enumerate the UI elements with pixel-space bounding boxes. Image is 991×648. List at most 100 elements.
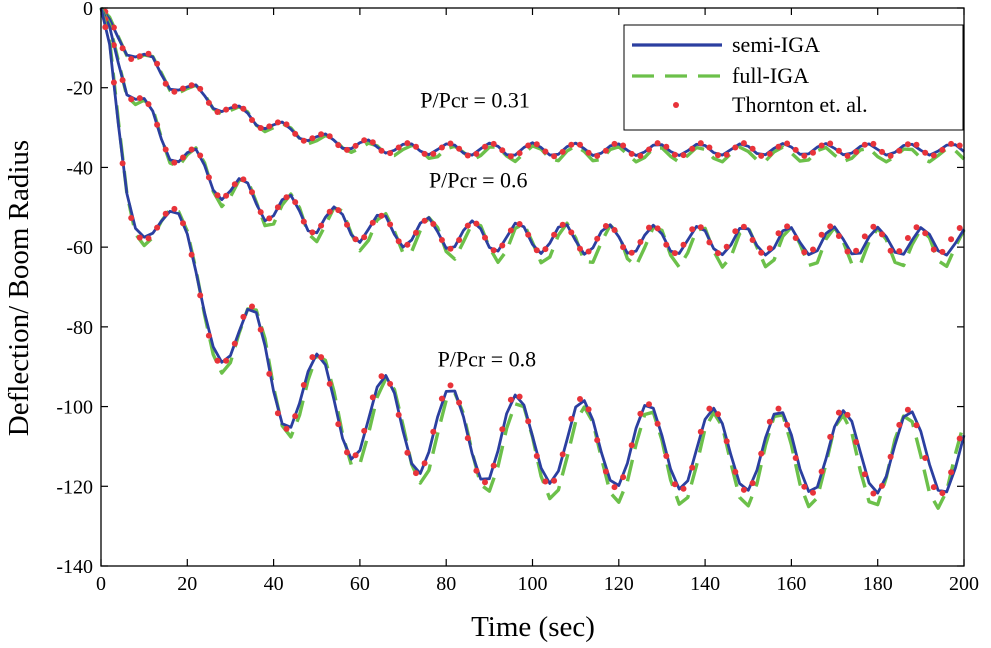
thornton-point-case-3 [188, 251, 195, 258]
thornton-point-case-3 [568, 415, 575, 422]
thornton-point-case-2 [300, 218, 307, 225]
thornton-point-case-2 [930, 246, 937, 253]
thornton-point-case-3 [266, 370, 273, 377]
thornton-point-case-1 [663, 143, 670, 150]
thornton-point-case-2 [663, 241, 670, 248]
thornton-point-case-2 [896, 248, 903, 255]
thornton-point-case-3 [205, 332, 212, 339]
legend-label-full-iga: full-IGA [732, 63, 809, 88]
thornton-point-case-1 [620, 142, 627, 149]
thornton-point-case-1 [930, 152, 937, 159]
thornton-point-case-2 [628, 249, 635, 256]
thornton-point-case-2 [378, 212, 385, 219]
x-tick-label: 20 [177, 573, 197, 595]
thornton-point-case-2 [533, 247, 540, 254]
thornton-point-case-1 [628, 150, 635, 157]
thornton-point-case-2 [119, 77, 126, 84]
thornton-point-case-2 [292, 199, 299, 206]
thornton-point-case-2 [732, 228, 739, 235]
thornton-point-case-3 [352, 452, 359, 459]
y-axis-title: Deflection/ Boom Radius [3, 140, 35, 436]
thornton-point-case-2 [818, 231, 825, 238]
thornton-point-case-1 [689, 145, 696, 152]
thornton-point-case-1 [792, 146, 799, 153]
thornton-point-case-1 [335, 142, 342, 149]
thornton-point-case-3 [654, 420, 661, 427]
thornton-point-case-3 [464, 435, 471, 442]
thornton-point-case-2 [318, 222, 325, 229]
thornton-point-case-1 [577, 141, 583, 148]
thornton-point-case-1 [542, 148, 549, 155]
thornton-point-case-2 [214, 192, 221, 199]
thornton-point-case-3 [447, 382, 454, 389]
thornton-point-case-1 [784, 140, 791, 147]
thornton-point-case-3 [896, 421, 903, 428]
thornton-point-case-3 [792, 455, 799, 461]
thornton-point-case-2 [283, 194, 290, 201]
thornton-point-case-1 [292, 130, 299, 137]
thornton-point-case-3 [758, 450, 765, 457]
thornton-point-case-3 [904, 406, 911, 413]
thornton-point-case-2 [887, 247, 894, 254]
annotation-case-3: P/Pcr = 0.8 [438, 347, 537, 372]
thornton-point-case-1 [766, 150, 773, 157]
thornton-point-case-3 [240, 313, 247, 320]
thornton-point-case-3 [499, 426, 506, 433]
thornton-point-case-1 [309, 135, 316, 142]
thornton-point-case-2 [758, 249, 765, 256]
thornton-point-case-1 [844, 152, 851, 159]
thornton-point-case-1 [378, 147, 385, 154]
thornton-point-case-2 [706, 239, 713, 246]
thornton-point-case-2 [827, 223, 834, 230]
thornton-point-case-1 [853, 148, 860, 155]
thornton-point-case-2 [844, 248, 851, 255]
thornton-point-case-1 [171, 88, 178, 95]
thornton-point-case-3 [533, 453, 540, 459]
thornton-point-case-1 [473, 150, 480, 157]
thornton-point-case-1 [749, 145, 756, 152]
thornton-point-case-1 [585, 149, 592, 156]
y-tick-label: -140 [56, 556, 93, 578]
thornton-point-case-3 [948, 469, 955, 476]
thornton-point-case-2 [249, 189, 255, 196]
legend-swatch-thornton [673, 102, 679, 108]
thornton-point-case-1 [447, 140, 454, 147]
thornton-point-case-1 [827, 140, 834, 147]
thornton-point-case-3 [102, 24, 109, 31]
thornton-point-case-3 [395, 411, 402, 418]
axes: 0 20 40 60 80 100 120 140 160 180 200 0 -20 -40 -60 -80… [56, 0, 979, 595]
thornton-point-case-2 [870, 223, 877, 230]
thornton-point-case-2 [162, 146, 169, 153]
thornton-point-case-1 [395, 144, 402, 151]
x-tick-label: 120 [604, 573, 634, 595]
thornton-point-case-1 [551, 153, 558, 160]
thornton-point-case-2 [205, 174, 212, 181]
thornton-point-case-3 [810, 489, 816, 496]
thornton-point-case-1 [706, 144, 713, 151]
thornton-point-case-1 [231, 103, 238, 110]
thornton-point-case-3 [490, 462, 497, 469]
thornton-point-case-2 [689, 226, 696, 233]
thornton-point-case-1 [870, 140, 877, 147]
thornton-point-case-1 [283, 121, 290, 128]
thornton-point-case-1 [154, 60, 161, 67]
thornton-point-case-1 [162, 80, 169, 87]
thornton-point-case-1 [119, 45, 126, 52]
thornton-point-case-1 [136, 53, 143, 60]
thornton-point-case-3 [930, 484, 937, 491]
thornton-point-case-2 [922, 230, 929, 237]
thornton-point-case-1 [887, 152, 894, 159]
thornton-point-case-3 [559, 451, 566, 458]
thornton-point-case-1 [145, 50, 152, 57]
thornton-point-case-2 [559, 221, 566, 228]
thornton-point-case-1 [266, 123, 273, 130]
thornton-point-case-3 [620, 474, 627, 481]
thornton-point-case-3 [326, 380, 333, 387]
thornton-point-case-1 [611, 140, 618, 147]
thornton-point-case-1 [326, 133, 333, 140]
thornton-point-case-1 [188, 82, 195, 89]
thornton-point-case-1 [922, 149, 929, 156]
thornton-point-case-3 [300, 382, 307, 388]
thornton-point-case-1 [879, 148, 885, 155]
thornton-point-case-3 [249, 303, 255, 310]
